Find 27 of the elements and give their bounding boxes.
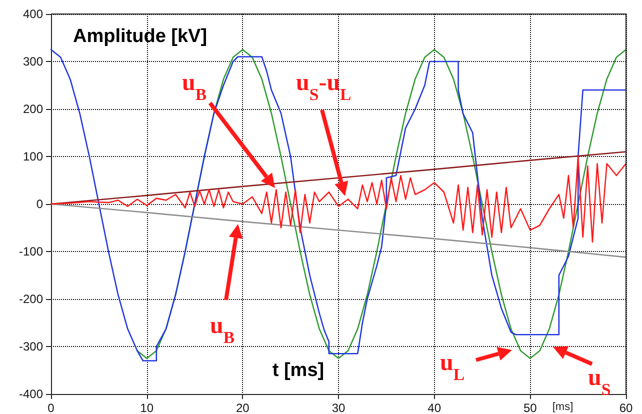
y-tick-label: 100 xyxy=(22,150,44,164)
y-axis-title: Amplitude [kV] xyxy=(73,26,208,47)
annotation: u$_{B}$ xyxy=(210,313,235,346)
x-tick-label: 10 xyxy=(140,401,154,414)
annotation: u$_{S}$ xyxy=(588,365,611,398)
y-tick-label: -400 xyxy=(18,387,44,401)
y-tick-label: 0 xyxy=(36,197,44,211)
annotation: u$_{B}$ xyxy=(182,70,207,104)
x-tick-label: 0 xyxy=(48,401,55,414)
text: [ms] xyxy=(552,401,574,413)
x-tick-label: 50 xyxy=(523,401,538,414)
y-tick-label: -200 xyxy=(18,292,44,306)
x-tick-label: 20 xyxy=(236,401,250,414)
x-tick-label: 40 xyxy=(428,401,442,414)
x-tick-label: 60 xyxy=(619,401,633,414)
line-series xyxy=(50,151,627,205)
y-tick-label: 200 xyxy=(22,102,44,116)
y-tick-label: -300 xyxy=(18,340,44,354)
x-axis-title: t [ms] xyxy=(272,360,324,381)
line-series xyxy=(50,203,627,258)
annotation: u$_{L}$ xyxy=(440,350,465,384)
y-tick-label: 400 xyxy=(22,7,44,21)
y-tick-label: -100 xyxy=(18,244,44,258)
y-tick-label: 300 xyxy=(22,54,44,68)
annotation: u$_{S}$-u$_{L}$ xyxy=(296,70,352,104)
x-tick-label: 30 xyxy=(332,401,346,414)
line-series xyxy=(50,156,627,243)
